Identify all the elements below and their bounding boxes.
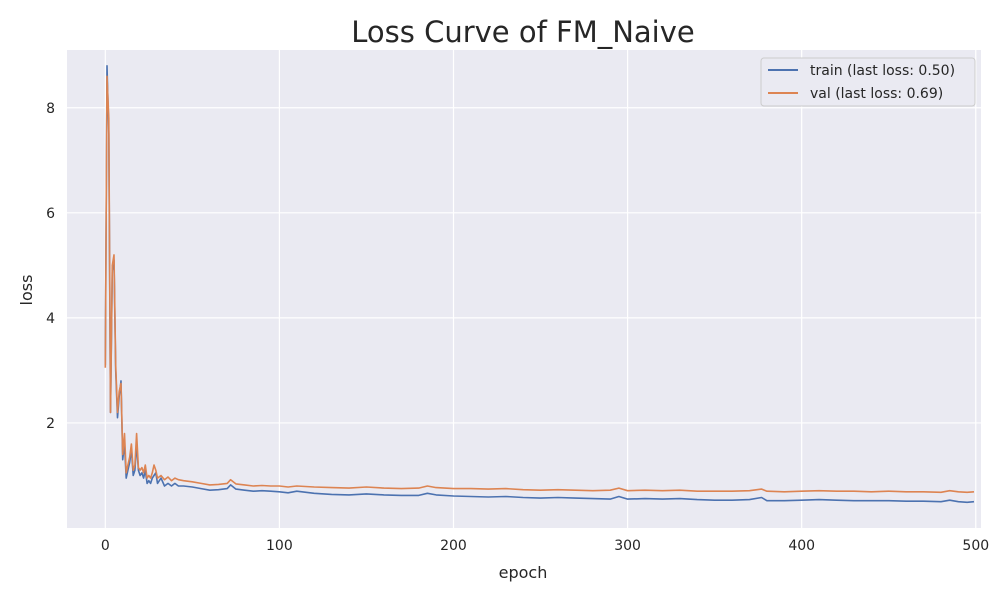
x-tick-label: 400 [788, 538, 815, 554]
legend: train (last loss: 0.50) val (last loss: … [760, 57, 976, 107]
y-tick-label: 4 [46, 311, 55, 327]
chart-title: Loss Curve of FM_Naive [351, 15, 695, 49]
x-tick-label: 100 [266, 538, 293, 554]
series-line-train [104, 65, 975, 504]
legend-label-val: val (last loss: 0.69) [810, 86, 943, 102]
x-tick-label: 300 [614, 538, 641, 554]
x-tick-label: 200 [440, 538, 467, 554]
x-axis-label: epoch [499, 563, 548, 582]
y-tick-label: 2 [46, 416, 55, 432]
y-tick-label: 8 [46, 101, 55, 117]
series-line-val [104, 75, 975, 494]
series-lines [104, 65, 975, 504]
tick-labels: 0 100 200 300 400 500 2 4 6 8 [46, 101, 989, 554]
legend-box [760, 57, 976, 107]
plot-area [67, 50, 981, 528]
y-axis-label: loss [17, 275, 36, 306]
x-tick-label: 0 [101, 538, 110, 554]
grid-lines [67, 50, 981, 528]
x-tick-label: 500 [962, 538, 989, 554]
y-tick-label: 6 [46, 206, 55, 222]
legend-label-train: train (last loss: 0.50) [810, 63, 955, 79]
